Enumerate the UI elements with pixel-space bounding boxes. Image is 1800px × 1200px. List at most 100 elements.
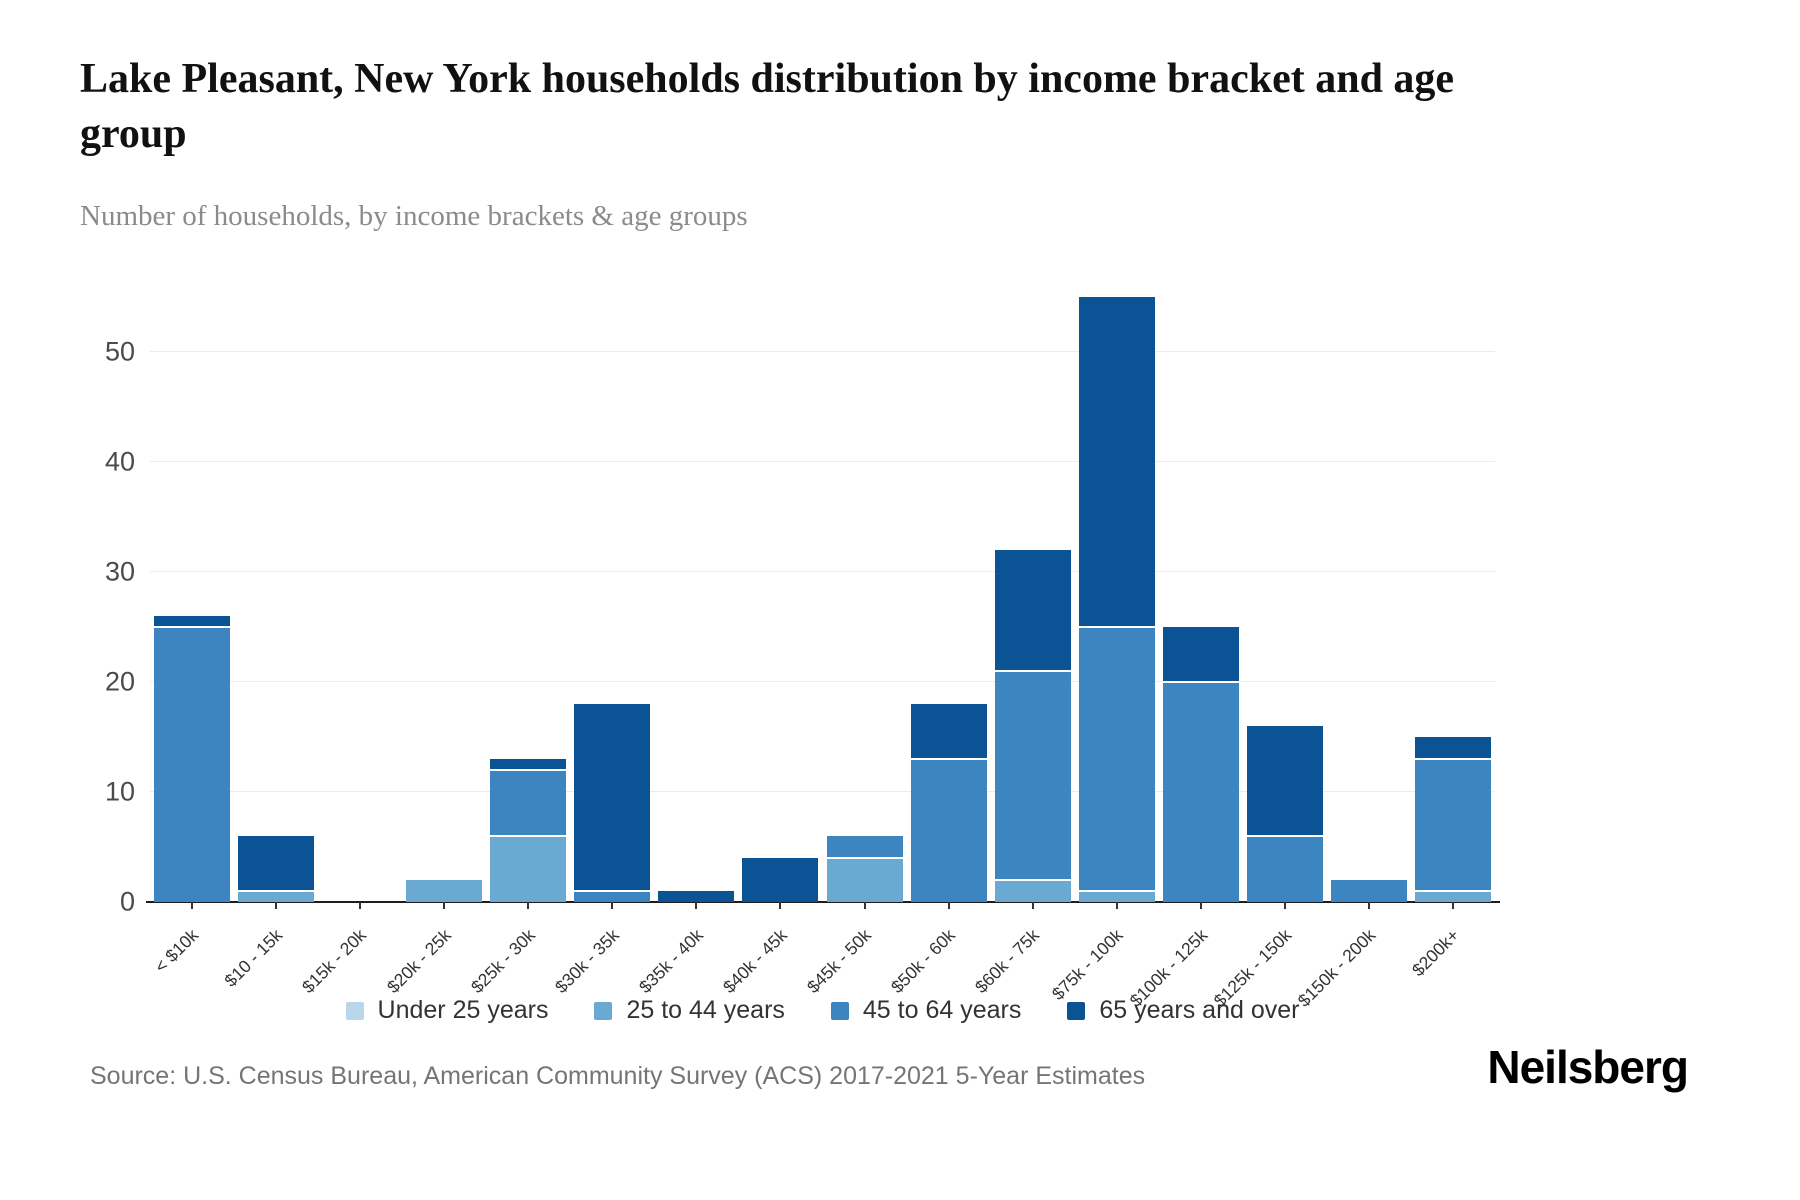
x-tick-$125k - 150k — [1283, 902, 1286, 909]
bar-segment|$200k+|25 to 44 years[interactable] — [1414, 891, 1491, 902]
segment-divider — [1414, 890, 1491, 892]
bar-segment|$100k - 125k|65 years and over[interactable] — [1162, 626, 1239, 682]
bar-segment|$60k - 75k|25 to 44 years[interactable] — [994, 880, 1071, 902]
gridline-50 — [150, 350, 1495, 352]
bar-$45k - 50k[interactable] — [826, 277, 903, 902]
bar-segment|< $10k|45 to 64 years[interactable] — [154, 626, 231, 902]
bar-segment|$60k - 75k|45 to 64 years[interactable] — [994, 670, 1071, 880]
bar-segment|$60k - 75k|65 years and over[interactable] — [994, 549, 1071, 671]
x-tick-$20k - 25k — [443, 902, 446, 909]
legend-item-45 to 64 years[interactable]: 45 to 64 years — [830, 996, 1021, 1025]
segment-divider — [1078, 890, 1155, 892]
gridline-40 — [150, 460, 1495, 462]
source-attribution: Source: U.S. Census Bureau, American Com… — [90, 1062, 1146, 1090]
bar-segment|$150k - 200k|45 to 64 years[interactable] — [1330, 880, 1407, 902]
gridline-30 — [150, 570, 1495, 572]
bar-segment|$25k - 30k|25 to 44 years[interactable] — [490, 835, 567, 902]
bar-segment|$125k - 150k|65 years and over[interactable] — [1246, 725, 1323, 836]
bar-segment|$75k - 100k|45 to 64 years[interactable] — [1078, 626, 1155, 891]
y-tick-label-40: 40 — [104, 446, 135, 477]
x-tick-$30k - 35k — [611, 902, 614, 909]
bar-segment|$30k - 35k|65 years and over[interactable] — [574, 703, 651, 891]
x-axis-label-$60k - 75k: $60k - 75k — [970, 925, 1043, 997]
bar-segment|$25k - 30k|65 years and over[interactable] — [490, 758, 567, 770]
bar-$10 - 15k[interactable] — [238, 277, 315, 902]
segment-divider — [1246, 834, 1323, 837]
x-axis-label-$45k - 50k: $45k - 50k — [802, 925, 875, 997]
bar-segment|$25k - 30k|45 to 64 years[interactable] — [490, 769, 567, 836]
gridline-20 — [150, 680, 1495, 682]
bar-$100k - 125k[interactable] — [1162, 277, 1239, 902]
legend-item-65 years and over[interactable]: 65 years and over — [1067, 996, 1299, 1025]
bar-$200k+[interactable] — [1414, 277, 1491, 902]
x-tick-$60k - 75k — [1031, 902, 1034, 909]
x-tick-$45k - 50k — [863, 902, 866, 909]
bar-segment|$75k - 100k|65 years and over[interactable] — [1078, 296, 1155, 627]
segment-divider — [1414, 757, 1491, 760]
segment-divider — [574, 890, 651, 892]
chart-title: Lake Pleasant, New York households distr… — [80, 56, 1455, 158]
x-tick-$150k - 200k — [1367, 902, 1370, 909]
bar-segment|< $10k|65 years and over[interactable] — [154, 615, 231, 627]
y-tick-label-0: 0 — [119, 886, 135, 917]
x-axis-label-< $10k: < $10k — [150, 925, 203, 977]
bar-$75k - 100k[interactable] — [1078, 277, 1155, 902]
legend-label: Under 25 years — [377, 996, 549, 1024]
bar-$50k - 60k[interactable] — [910, 277, 987, 902]
y-axis: 0 10 20 30 40 50 — [65, 277, 135, 916]
x-tick-< $10k — [191, 902, 194, 909]
x-axis-label-$30k - 35k: $30k - 35k — [550, 925, 623, 997]
bar-segment|$45k - 50k|25 to 44 years[interactable] — [826, 858, 903, 902]
bar-segment|$40k - 45k|65 years and over[interactable] — [742, 858, 819, 902]
bar-segment|$10 - 15k|65 years and over[interactable] — [238, 835, 315, 891]
y-tick-label-50: 50 — [104, 336, 135, 367]
bar-segment|$35k - 40k|65 years and over[interactable] — [658, 891, 735, 902]
segment-divider — [994, 879, 1071, 881]
x-tick-$15k - 20k — [359, 902, 362, 909]
bar-segment|$20k - 25k|25 to 44 years[interactable] — [406, 880, 483, 902]
bar-$30k - 35k[interactable] — [574, 277, 651, 902]
x-tick-$25k - 30k — [527, 902, 530, 909]
plot-area — [146, 277, 1500, 909]
x-axis-label-$15k - 20k: $15k - 20k — [298, 925, 371, 997]
y-tick-label-30: 30 — [104, 556, 135, 587]
bar-< $10k[interactable] — [154, 277, 231, 902]
bar-segment|$100k - 125k|45 to 64 years[interactable] — [1162, 681, 1239, 902]
bar-$20k - 25k[interactable] — [406, 277, 483, 902]
bar-segment|$75k - 100k|25 to 44 years[interactable] — [1078, 891, 1155, 902]
legend-swatch-icon — [830, 1001, 849, 1020]
bar-$35k - 40k[interactable] — [658, 277, 735, 902]
legend-item-Under 25 years[interactable]: Under 25 years — [345, 996, 549, 1025]
legend-swatch-icon — [594, 1001, 613, 1020]
segment-divider — [1078, 625, 1155, 628]
x-axis-label-$35k - 40k: $35k - 40k — [634, 925, 707, 997]
bar-$125k - 150k[interactable] — [1246, 277, 1323, 902]
y-tick-label-20: 20 — [104, 666, 135, 697]
bar-segment|$200k+|65 years and over[interactable] — [1414, 736, 1491, 759]
bar-$15k - 20k[interactable] — [322, 277, 398, 902]
x-tick-$75k - 100k — [1115, 902, 1118, 909]
bar-segment|$45k - 50k|45 to 64 years[interactable] — [826, 836, 903, 858]
x-axis-label-$50k - 60k: $50k - 60k — [886, 925, 959, 997]
x-axis-label-$75k - 100k: $75k - 100k — [1048, 925, 1127, 1004]
bar-segment|$50k - 60k|65 years and over[interactable] — [910, 703, 987, 759]
x-axis-line — [146, 901, 1500, 903]
bar-segment|$50k - 60k|45 to 64 years[interactable] — [910, 758, 987, 902]
legend-item-25 to 44 years[interactable]: 25 to 44 years — [594, 996, 785, 1025]
segment-divider — [826, 857, 903, 859]
x-tick-$200k+ — [1451, 902, 1454, 909]
bar-segment|$30k - 35k|45 to 64 years[interactable] — [574, 891, 651, 902]
x-axis-label-$25k - 30k: $25k - 30k — [466, 925, 539, 997]
x-tick-$35k - 40k — [695, 902, 698, 909]
x-tick-$50k - 60k — [947, 902, 950, 909]
bar-$25k - 30k[interactable] — [490, 277, 567, 902]
bar-segment|$10 - 15k|25 to 44 years[interactable] — [238, 891, 315, 902]
bar-$150k - 200k[interactable] — [1330, 277, 1407, 902]
segment-divider — [238, 890, 315, 892]
bar-$60k - 75k[interactable] — [994, 277, 1071, 902]
bar-$40k - 45k[interactable] — [742, 277, 819, 902]
bar-segment|$125k - 150k|45 to 64 years[interactable] — [1246, 835, 1323, 902]
x-axis-label-$40k - 45k: $40k - 45k — [718, 925, 791, 997]
bar-segment|$200k+|45 to 64 years[interactable] — [1414, 758, 1491, 891]
